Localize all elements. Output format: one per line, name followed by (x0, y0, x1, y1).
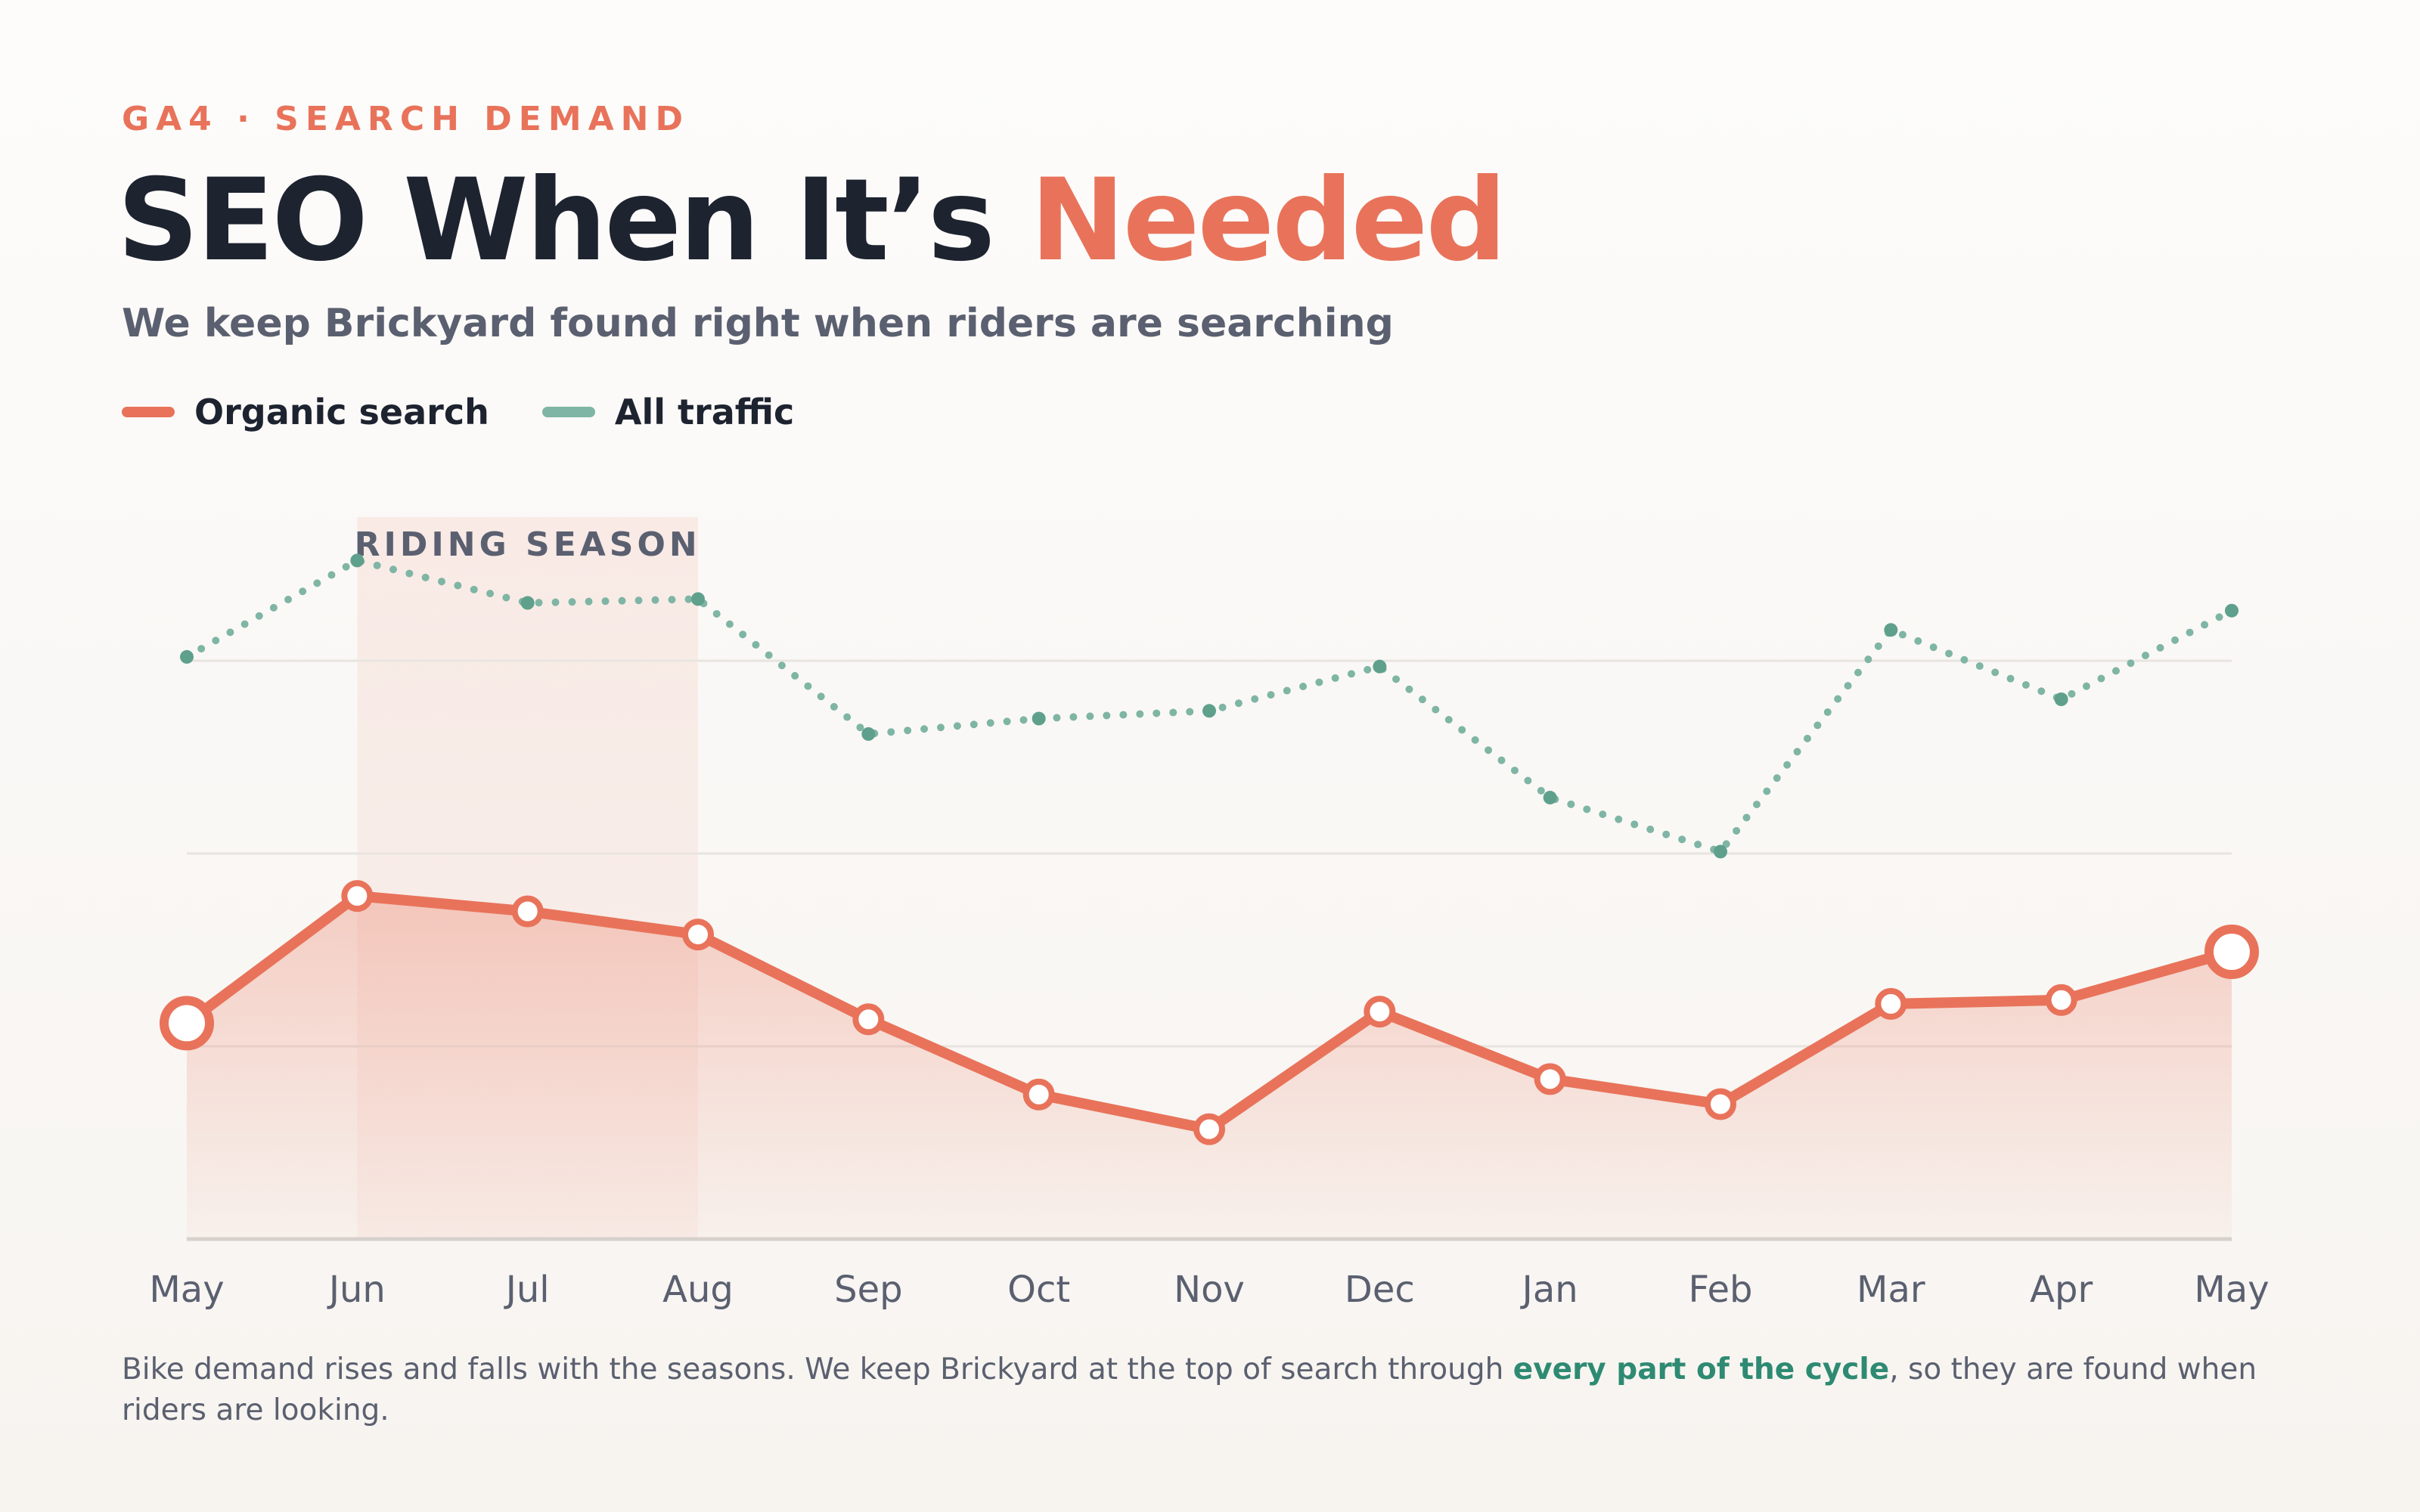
legend-item: All traffic (541, 392, 795, 432)
legend-label: Organic search (194, 392, 489, 432)
x-tick-label: Jan (1520, 1269, 1578, 1311)
point (1202, 704, 1216, 718)
footnote-text: , so they are found when riders are look… (122, 1352, 2257, 1427)
legend-label: All traffic (614, 392, 795, 432)
point (2225, 603, 2238, 618)
footnote-text: Bike demand rises and falls with the sea… (122, 1352, 1513, 1387)
page-title: SEO When It’s Needed (117, 155, 1507, 287)
x-tick-label: Dec (1345, 1269, 1415, 1311)
point (1875, 987, 1907, 1020)
x-tick-label: May (149, 1269, 224, 1311)
point (341, 880, 374, 912)
point (1714, 844, 1727, 859)
x-tick-label: Jul (504, 1269, 550, 1311)
point (1373, 659, 1387, 674)
x-tick-label: Aug (662, 1269, 734, 1311)
legend-item: Organic search (122, 392, 489, 432)
eyebrow: GA4 · SEARCH DEMAND (122, 100, 690, 138)
point (350, 553, 365, 568)
point (1884, 623, 1898, 637)
point (520, 596, 535, 610)
point (1705, 1088, 1736, 1120)
season-label: RIDING SEASON (355, 525, 701, 564)
legend-swatch (541, 407, 595, 417)
point (1193, 1113, 1225, 1145)
point (861, 727, 876, 741)
point (1534, 1063, 1566, 1095)
point (180, 649, 194, 664)
legend-swatch (122, 407, 175, 417)
x-tick-label: Mar (1857, 1269, 1925, 1311)
point (160, 996, 214, 1051)
x-tick-label: Nov (1174, 1269, 1245, 1311)
subtitle: We keep Brickyard found right when rider… (122, 301, 1394, 346)
title-text: SEO When It’s (117, 155, 1031, 287)
legend: Organic search All traffic (122, 392, 794, 432)
point (1364, 996, 1396, 1028)
x-tick-label: Feb (1689, 1269, 1753, 1311)
point (2054, 692, 2068, 706)
x-tick-label: Oct (1007, 1269, 1070, 1311)
point (1032, 711, 1046, 726)
point (691, 592, 705, 606)
x-tick-label: Sep (834, 1269, 902, 1311)
footnote: Bike demand rises and falls with the sea… (122, 1349, 2300, 1431)
point (1543, 791, 1557, 805)
title-accent: Needed (1030, 155, 1506, 287)
x-tick-label: Jun (327, 1269, 386, 1311)
x-tick-label: Apr (2030, 1269, 2093, 1311)
point (2204, 925, 2259, 980)
point (1022, 1078, 1055, 1111)
point (852, 1003, 885, 1036)
footnote-highlight: every part of the cycle (1512, 1352, 1890, 1387)
point (511, 895, 544, 928)
x-tick-label: May (2194, 1269, 2269, 1311)
point (682, 919, 714, 951)
point (2045, 984, 2077, 1016)
area (187, 896, 2232, 1239)
